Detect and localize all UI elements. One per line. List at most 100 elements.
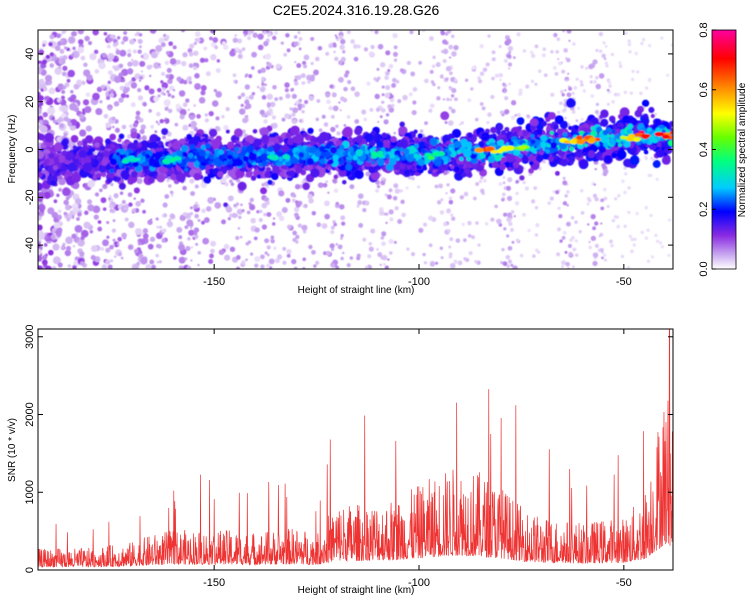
spectrogram-speckle — [121, 78, 126, 83]
spectrogram-speckle — [618, 61, 622, 65]
spectrogram-speckle — [176, 226, 183, 233]
spectrogram-speckle — [238, 54, 242, 59]
spectrogram-speckle — [416, 185, 421, 189]
spectrogram-speckle — [562, 230, 567, 235]
spectrogram-speckle — [658, 241, 663, 245]
spectrogram-speckle — [522, 49, 527, 53]
spectrogram-speckle — [135, 110, 141, 116]
spectrogram-ridge-blob — [582, 151, 587, 157]
spectrogram-speckle — [593, 79, 597, 84]
spectrogram-speckle — [558, 214, 563, 219]
spectrogram-speckle — [186, 265, 192, 269]
spectrogram-speckle — [332, 178, 337, 183]
spectrogram-speckle — [52, 119, 57, 124]
spectrogram-speckle — [440, 256, 444, 260]
spectrogram-speckle — [503, 212, 508, 217]
spectrogram-speckle — [294, 214, 298, 218]
spectrogram-speckle — [207, 197, 214, 204]
spectrogram-speckle — [573, 86, 578, 90]
spectrogram-ridge-blob — [161, 128, 169, 136]
spectrogram-speckle — [423, 261, 428, 265]
spectrogram-speckle — [307, 193, 313, 199]
spectrogram-speckle — [647, 173, 651, 178]
spectrogram-ridge-blob — [286, 170, 291, 176]
spectrogram-speckle — [116, 242, 120, 246]
spectrogram-speckle — [500, 260, 504, 265]
spectrogram-speckle — [368, 242, 373, 246]
spectrogram-speckle — [563, 48, 568, 53]
spectrogram-speckle — [155, 51, 160, 55]
spectrogram-ridge-blob — [516, 117, 525, 125]
spectrogram-speckle — [379, 263, 383, 267]
spectrogram-speckle — [193, 127, 198, 132]
spectrogram-speckle — [393, 131, 396, 135]
spectrogram-speckle — [542, 47, 547, 51]
spectrogram-speckle — [134, 228, 143, 236]
spectrogram-speckle — [507, 245, 513, 251]
spectrogram-speckle — [627, 39, 631, 43]
spectrogram-speckle — [157, 122, 161, 126]
spectrogram-speckle — [190, 246, 193, 249]
spectrogram-speckle — [43, 86, 48, 92]
spectrogram-speckle — [479, 71, 485, 76]
spectrogram-ridge-blob — [608, 115, 616, 123]
spectrogram-speckle — [153, 96, 159, 102]
spectrogram-speckle — [503, 89, 507, 93]
spectrogram-speckle — [564, 194, 568, 198]
spectrogram-ridge-blob — [340, 164, 346, 171]
spectrogram-speckle — [580, 117, 584, 122]
spectrogram-speckle — [99, 188, 103, 193]
spectrogram-speckle — [137, 38, 143, 45]
spectrogram-speckle — [531, 53, 536, 58]
spectrogram-speckle — [124, 217, 129, 222]
spectrogram-speckle — [562, 201, 568, 206]
spectrogram-speckle — [249, 197, 254, 203]
spectrogram-speckle — [572, 247, 577, 252]
spectrogram-ridge-blob — [668, 120, 673, 127]
spectrogram-speckle — [498, 44, 502, 49]
spectrogram-speckle — [224, 254, 231, 261]
spectrogram-speckle — [53, 222, 60, 229]
spectrogram-ridge-blob — [490, 126, 497, 134]
spectrogram-ridge-blob — [348, 136, 353, 142]
spectrogram-ridge-blob — [106, 171, 115, 180]
spectrogram-speckle — [535, 223, 540, 228]
spectrogram-ridge-blob — [546, 130, 551, 135]
spectrogram-speckle — [470, 87, 474, 91]
spectrogram-ridge-blob — [72, 145, 77, 150]
spectrogram-speckle — [44, 74, 53, 82]
spectrogram-speckle — [295, 234, 300, 239]
spectrogram-speckle — [461, 222, 465, 227]
spectrogram-speckle — [630, 237, 635, 242]
spectrogram-speckle — [215, 68, 221, 73]
spectrogram-speckle — [346, 115, 351, 119]
spectrogram-speckle — [119, 191, 124, 195]
spectrogram-speckle — [323, 251, 327, 256]
spectrogram-speckle — [303, 54, 310, 61]
spectrogram-ridge-blob — [271, 172, 279, 181]
spectrogram-speckle — [374, 30, 379, 35]
spectrogram-speckle — [144, 85, 150, 91]
spectrogram-speckle — [595, 76, 599, 80]
spectrogram-speckle — [108, 197, 111, 201]
spectrogram-speckle — [130, 102, 136, 108]
spectrogram-speckle — [268, 258, 275, 265]
spectrogram-speckle — [329, 243, 335, 249]
spectrogram-speckle — [197, 218, 201, 223]
spectrogram-speckle — [235, 255, 241, 260]
spectrogram-speckle — [250, 252, 254, 256]
spectrogram-speckle — [145, 264, 152, 269]
spectrogram-speckle — [609, 239, 613, 244]
spectrogram-ridge-blob — [118, 133, 125, 140]
spectrogram-speckle — [316, 99, 321, 103]
spectrogram-speckle — [49, 34, 55, 40]
spectrogram-ridge-blob — [467, 172, 473, 178]
spectrogram-speckle — [70, 89, 74, 94]
spectrogram-ridge-blob — [245, 171, 253, 178]
spectrogram-speckle — [298, 98, 302, 103]
spectrogram-speckle — [449, 262, 456, 269]
spectrogram-speckle — [341, 221, 346, 226]
spectrogram-speckle — [384, 193, 388, 197]
spectrogram-ridge-blob — [458, 163, 463, 169]
spectrogram-speckle — [38, 66, 43, 75]
